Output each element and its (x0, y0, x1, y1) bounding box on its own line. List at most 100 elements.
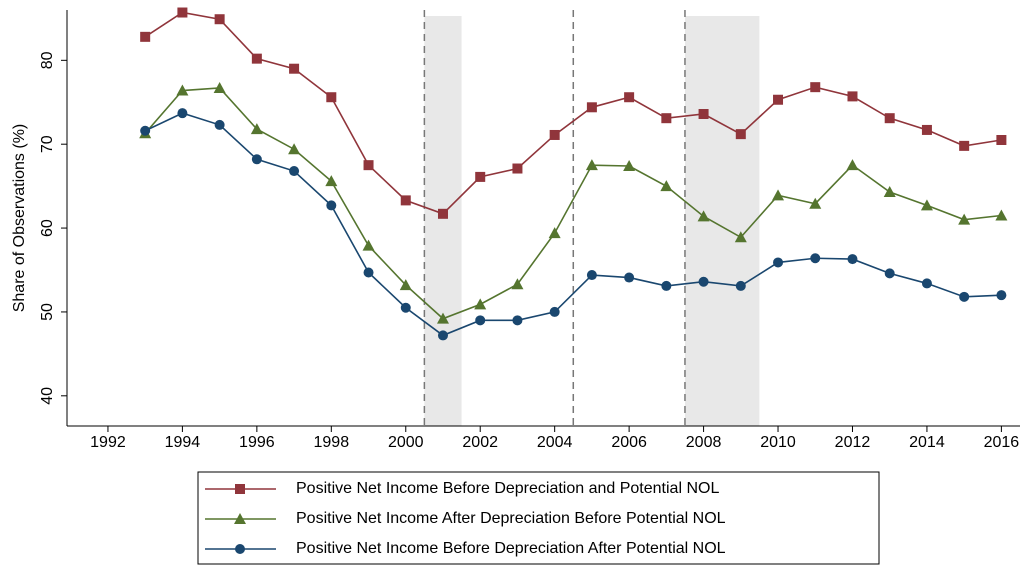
shaded-region (424, 16, 462, 426)
x-tick-label: 2014 (909, 434, 945, 451)
marker (363, 267, 374, 278)
marker (661, 280, 672, 291)
marker (921, 278, 932, 289)
x-tick-label: 1996 (239, 434, 275, 451)
marker (772, 189, 785, 201)
x-tick-label: 1994 (165, 434, 201, 451)
marker (140, 125, 151, 136)
marker (810, 253, 821, 264)
legend-label: Positive Net Income Before Depreciation … (296, 480, 719, 497)
series-line (144, 87, 1002, 320)
x-tick-label: 2008 (686, 434, 722, 451)
x-tick-label: 2012 (835, 434, 871, 451)
marker (251, 154, 262, 165)
y-tick-label: 80 (39, 51, 56, 69)
marker (474, 298, 487, 310)
marker (773, 94, 784, 105)
x-tick-label: 2016 (984, 434, 1020, 451)
marker (214, 14, 225, 25)
marker (846, 159, 859, 171)
marker (251, 53, 262, 64)
marker (512, 315, 523, 326)
marker (235, 544, 245, 554)
marker (213, 82, 226, 93)
series-line (144, 11, 1002, 215)
x-tick-label: 1998 (314, 434, 350, 451)
marker (549, 129, 560, 140)
marker (734, 231, 747, 243)
marker (399, 279, 412, 291)
marker (512, 163, 523, 174)
marker (326, 92, 337, 103)
marker (624, 92, 635, 103)
marker (809, 197, 822, 209)
marker (437, 208, 448, 219)
marker (920, 199, 933, 211)
marker (214, 119, 225, 130)
marker (698, 276, 709, 287)
y-tick-label: 60 (39, 219, 56, 237)
marker (959, 291, 970, 302)
marker (475, 171, 486, 182)
marker (549, 306, 560, 317)
marker (847, 254, 858, 265)
x-tick-label: 2004 (537, 434, 573, 451)
legend-label: Positive Net Income Before Depreciation … (296, 540, 726, 557)
marker (697, 210, 710, 222)
marker (363, 160, 374, 171)
marker (847, 91, 858, 102)
marker (921, 124, 932, 135)
y-axis-label: Share of Observations (%) (11, 124, 28, 313)
x-tick-label: 1992 (90, 434, 126, 451)
marker (548, 227, 561, 239)
marker (326, 200, 337, 211)
marker (624, 272, 635, 283)
shaded-region (684, 16, 760, 426)
marker (996, 290, 1007, 301)
y-tick-label: 40 (39, 387, 56, 405)
y-tick-label: 50 (39, 303, 56, 321)
marker (176, 84, 189, 96)
marker (735, 280, 746, 291)
marker (511, 278, 524, 290)
marker (325, 175, 338, 187)
marker (288, 143, 301, 155)
marker (436, 312, 449, 324)
marker (400, 302, 411, 313)
marker (958, 213, 971, 225)
y-tick-label: 70 (39, 135, 56, 153)
x-tick-label: 2000 (388, 434, 424, 451)
marker (586, 102, 597, 113)
marker (995, 209, 1008, 221)
marker (660, 180, 673, 192)
marker (140, 31, 151, 42)
marker (996, 135, 1007, 145)
x-tick-label: 2002 (462, 434, 498, 451)
marker (289, 166, 300, 177)
marker (235, 484, 245, 494)
marker (475, 315, 486, 326)
marker (586, 270, 597, 281)
marker (362, 239, 375, 251)
marker (883, 186, 896, 197)
marker (400, 195, 411, 206)
marker (661, 113, 672, 124)
marker (623, 160, 636, 171)
marker (810, 82, 821, 93)
marker (177, 108, 188, 119)
marker (773, 257, 784, 268)
marker (884, 268, 895, 279)
legend-box (197, 471, 880, 565)
marker (250, 123, 263, 135)
x-tick-label: 2010 (760, 434, 796, 451)
marker (585, 159, 598, 171)
marker (234, 513, 246, 524)
marker (698, 109, 709, 119)
marker (884, 113, 895, 124)
marker (289, 63, 300, 74)
marker (959, 140, 970, 151)
x-tick-label: 2006 (611, 434, 647, 451)
marker (735, 129, 746, 140)
legend-label: Positive Net Income After Depreciation B… (296, 510, 726, 527)
